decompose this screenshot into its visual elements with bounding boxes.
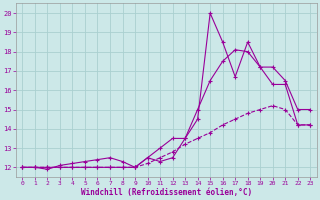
X-axis label: Windchill (Refroidissement éolien,°C): Windchill (Refroidissement éolien,°C) (81, 188, 252, 197)
